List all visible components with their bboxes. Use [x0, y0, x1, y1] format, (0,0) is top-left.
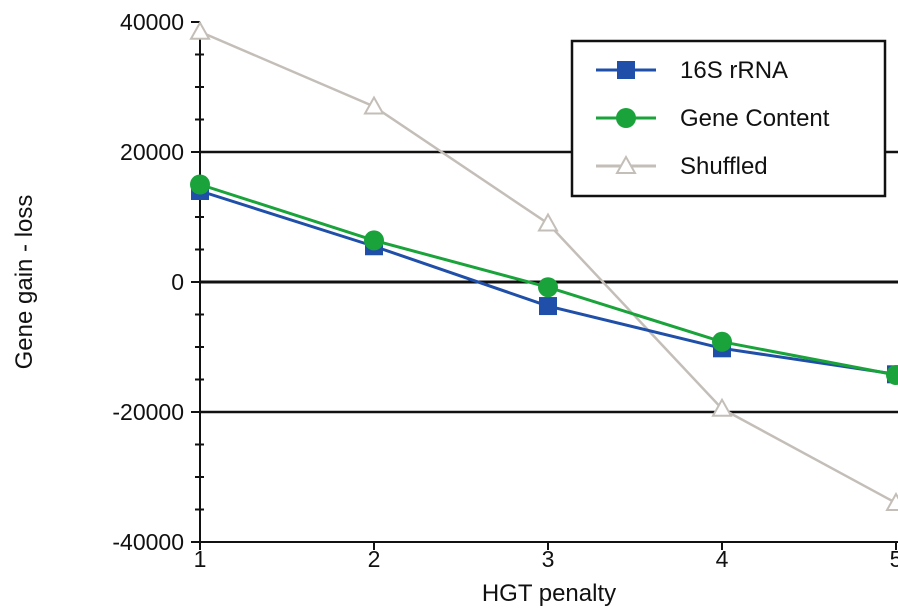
data-point [363, 95, 385, 115]
x-tick-labels: 1 2 3 4 5 [194, 546, 898, 572]
y-tick-labels: 40000 20000 0 -20000 -40000 [112, 9, 184, 555]
legend-item: Shuffled [596, 153, 768, 180]
series-1 [190, 174, 898, 385]
data-point [190, 174, 210, 195]
legend-item: 16S rRNA [596, 57, 788, 84]
y-tick-label: -40000 [112, 529, 184, 555]
y-axis-title: Gene gain - loss [11, 195, 38, 370]
legend-marker [616, 108, 636, 128]
y-tick-label: 40000 [120, 9, 184, 35]
y-tick-label: -20000 [112, 399, 184, 425]
data-point [538, 277, 558, 298]
series [189, 20, 898, 511]
x-tick-label: 1 [194, 546, 207, 572]
legend-marker [615, 154, 637, 174]
y-tick-label: 0 [171, 269, 184, 295]
ticks [191, 21, 897, 550]
x-tick-label: 4 [716, 546, 729, 572]
data-point [711, 397, 733, 417]
legend-marker [617, 61, 635, 79]
data-point [886, 364, 898, 385]
data-point [364, 230, 384, 251]
legend: 16S rRNA Gene Content Shuffled [570, 39, 887, 198]
y-tick-label: 20000 [120, 139, 184, 165]
data-point [885, 491, 898, 511]
data-point [537, 212, 559, 232]
data-point [189, 20, 211, 40]
x-axis-title: HGT penalty [482, 580, 616, 607]
legend-item: Gene Content [596, 105, 830, 132]
x-tick-label: 5 [890, 546, 898, 572]
legend-label: Gene Content [680, 105, 830, 132]
x-tick-label: 2 [368, 546, 381, 572]
data-point [539, 297, 557, 316]
x-tick-label: 3 [542, 546, 555, 572]
series-2 [189, 20, 898, 511]
data-point [712, 331, 732, 352]
legend-label: Shuffled [680, 153, 768, 180]
legend-label: 16S rRNA [680, 57, 788, 84]
